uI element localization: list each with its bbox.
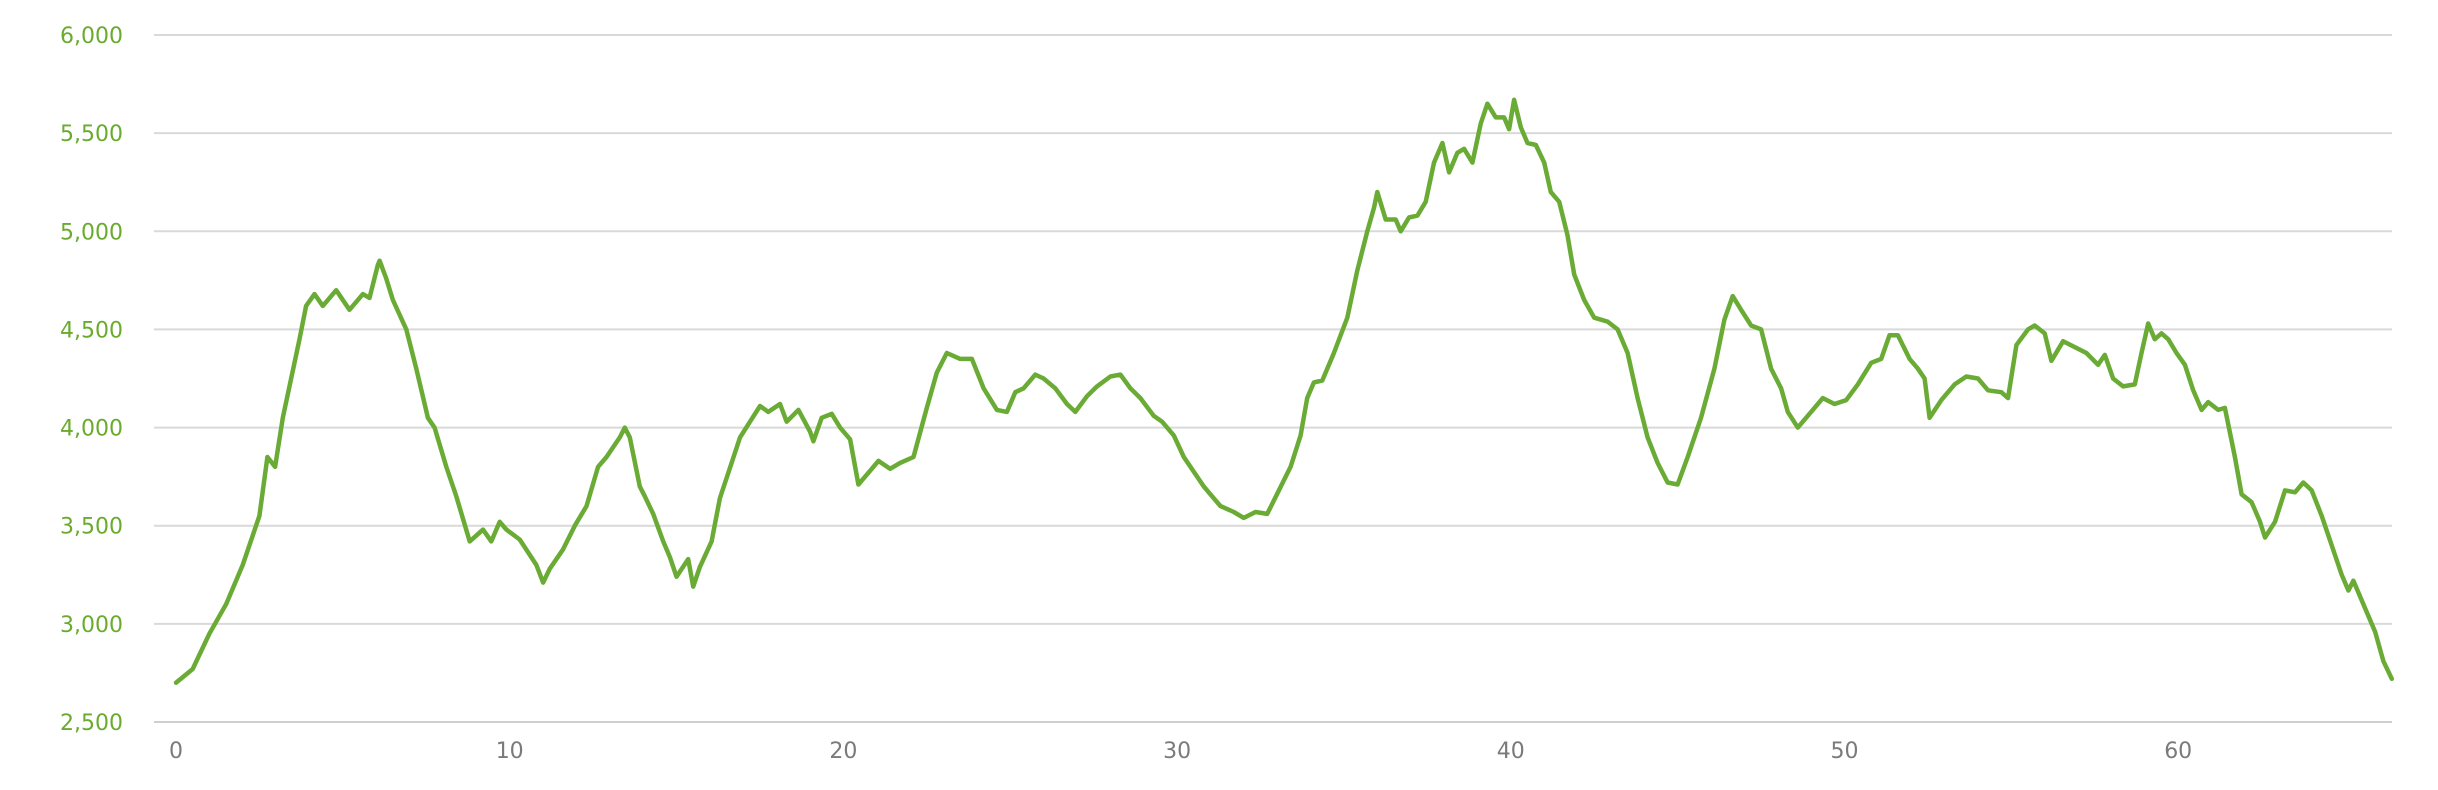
x-tick-label: 60	[2164, 739, 2192, 764]
y-tick-label: 6,000	[60, 24, 123, 49]
y-tick-label: 5,500	[60, 122, 123, 147]
x-tick-label: 20	[829, 739, 857, 764]
x-tick-label: 30	[1163, 739, 1191, 764]
y-tick-label: 2,500	[60, 711, 123, 736]
y-tick-label: 3,000	[60, 613, 123, 638]
y-tick-label: 4,500	[60, 318, 123, 343]
y-tick-label: 5,000	[60, 220, 123, 245]
y-axis-tick-labels: 2,500 3,000 3,500 4,000 4,500 5,000 5,500 6,000	[60, 24, 123, 736]
y-tick-label: 3,500	[60, 515, 123, 540]
gridlines	[154, 34, 2392, 723]
x-tick-label: 0	[169, 739, 183, 764]
y-tick-label: 4,000	[60, 417, 123, 442]
x-axis-tick-labels: 0 10 20 30 40 50 60	[169, 739, 2192, 764]
x-tick-label: 50	[1831, 739, 1859, 764]
x-tick-label: 10	[496, 739, 524, 764]
elevation-series-line	[173, 97, 2395, 685]
x-tick-label: 40	[1497, 739, 1525, 764]
series-layer	[173, 97, 2395, 685]
